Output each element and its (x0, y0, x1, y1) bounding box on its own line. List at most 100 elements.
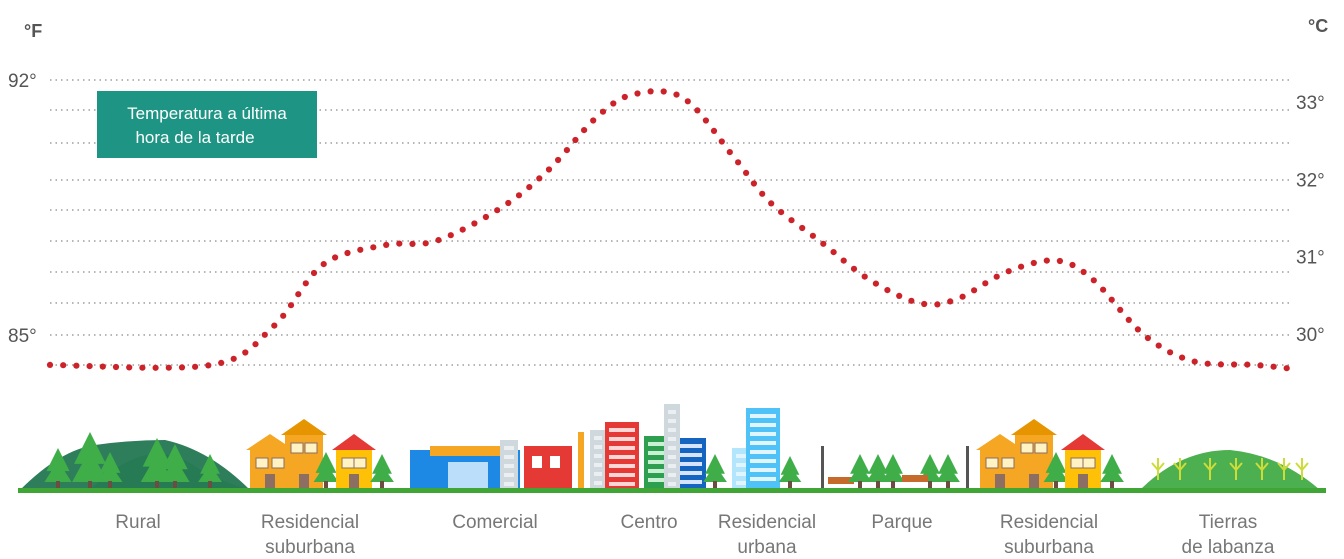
right-tick-label: 32° (1296, 170, 1325, 191)
series-dot (634, 90, 641, 97)
region-label: suburbana (1004, 537, 1094, 558)
lamp-icon (966, 446, 969, 490)
series-dot (1100, 286, 1107, 293)
series-dot (799, 224, 806, 232)
series-dot (993, 273, 1000, 280)
tree-icon (198, 454, 222, 490)
series-dot (1270, 363, 1277, 370)
tree-icon (918, 454, 942, 490)
series-dot (1244, 361, 1251, 368)
crop-icon (1295, 458, 1309, 480)
house-icon (976, 434, 1024, 490)
series-dot (710, 127, 718, 134)
right-tick-label: 33° (1296, 93, 1325, 114)
series-dot (947, 298, 954, 305)
series-dot (60, 362, 67, 369)
series-dot (1283, 365, 1290, 372)
tree-icon (44, 448, 72, 490)
series-dot (242, 349, 249, 356)
series-dot (673, 91, 680, 98)
series-dot (1144, 334, 1151, 342)
series-dot (830, 249, 837, 256)
annotation-box: Temperatura a última hora de la tarde (97, 91, 317, 158)
series-dot (459, 226, 466, 233)
series-dot (545, 166, 553, 173)
series-dot (192, 363, 199, 370)
tree-icon (160, 444, 190, 490)
series-dot (370, 244, 377, 251)
series-dot (1204, 360, 1211, 367)
series-dot (494, 207, 501, 214)
series-dot (971, 287, 978, 294)
series-dot (694, 107, 701, 114)
tree-icon (848, 454, 872, 490)
right-tick-label: 30° (1296, 325, 1325, 346)
series-dot (1231, 361, 1238, 368)
series-dot (982, 280, 989, 287)
series-dot (396, 240, 403, 247)
series-dot (621, 93, 628, 101)
series-dot (152, 364, 159, 371)
building-icon (676, 438, 706, 490)
series-dot (252, 341, 259, 348)
tree-icon (881, 454, 905, 490)
series-dot (934, 301, 941, 308)
series-dot (735, 159, 742, 166)
series-dot (572, 136, 579, 144)
crop-icon (1229, 458, 1243, 480)
series-dot (959, 293, 966, 300)
house-icon (246, 434, 294, 490)
house-icon (1061, 434, 1105, 490)
annotation-background (97, 91, 317, 158)
series-dot (536, 175, 543, 182)
series-dot (280, 312, 287, 319)
building-icon (605, 422, 639, 490)
series-dot (610, 100, 617, 107)
tree-icon (1100, 454, 1124, 490)
region-labels: Rural Residencial suburbana Comercial Centro… (115, 512, 1275, 558)
series-dot (515, 192, 523, 199)
series-dot (1155, 342, 1162, 349)
right-axis-ticks: 33° 32° 31° 30° (1296, 93, 1325, 346)
series-dot (422, 240, 429, 247)
building-icon (590, 430, 606, 490)
series-dot (759, 190, 766, 197)
series-dot (126, 364, 133, 371)
series-dot (555, 156, 562, 164)
series-dot (320, 261, 327, 268)
bench-icon (828, 477, 854, 484)
tree-icon (866, 454, 890, 490)
landscape-illustration (18, 404, 1326, 493)
series-dot (435, 237, 442, 244)
series-dot (1090, 277, 1097, 284)
building-icon (664, 404, 680, 490)
series-dot (647, 88, 654, 95)
series-dot (447, 232, 454, 239)
lamp-icon (821, 446, 824, 490)
series-dot (112, 363, 120, 371)
series-dot (1191, 358, 1198, 365)
series-dot (788, 217, 795, 224)
series-dot (820, 240, 827, 247)
series-dot (139, 364, 146, 371)
region-label: urbana (737, 537, 797, 558)
series-dot (1257, 362, 1264, 369)
series-dot (809, 232, 817, 239)
series-dot (1056, 257, 1063, 265)
building-icon (746, 408, 780, 490)
hill-shape (1140, 450, 1320, 490)
series-dot (287, 302, 295, 309)
series-dot (702, 117, 710, 124)
series-dot (850, 265, 858, 272)
tree-icon (936, 454, 960, 490)
series-dot (1167, 349, 1174, 356)
series-dot (1043, 257, 1050, 264)
annotation-line-2: hora de la tarde (135, 128, 254, 147)
building-icon (500, 440, 518, 490)
series-dot (526, 184, 533, 191)
left-axis-ticks: 92° 85° (8, 71, 37, 347)
series-dot (921, 300, 928, 308)
bench-icon (902, 475, 928, 482)
series-dot (1217, 361, 1224, 368)
